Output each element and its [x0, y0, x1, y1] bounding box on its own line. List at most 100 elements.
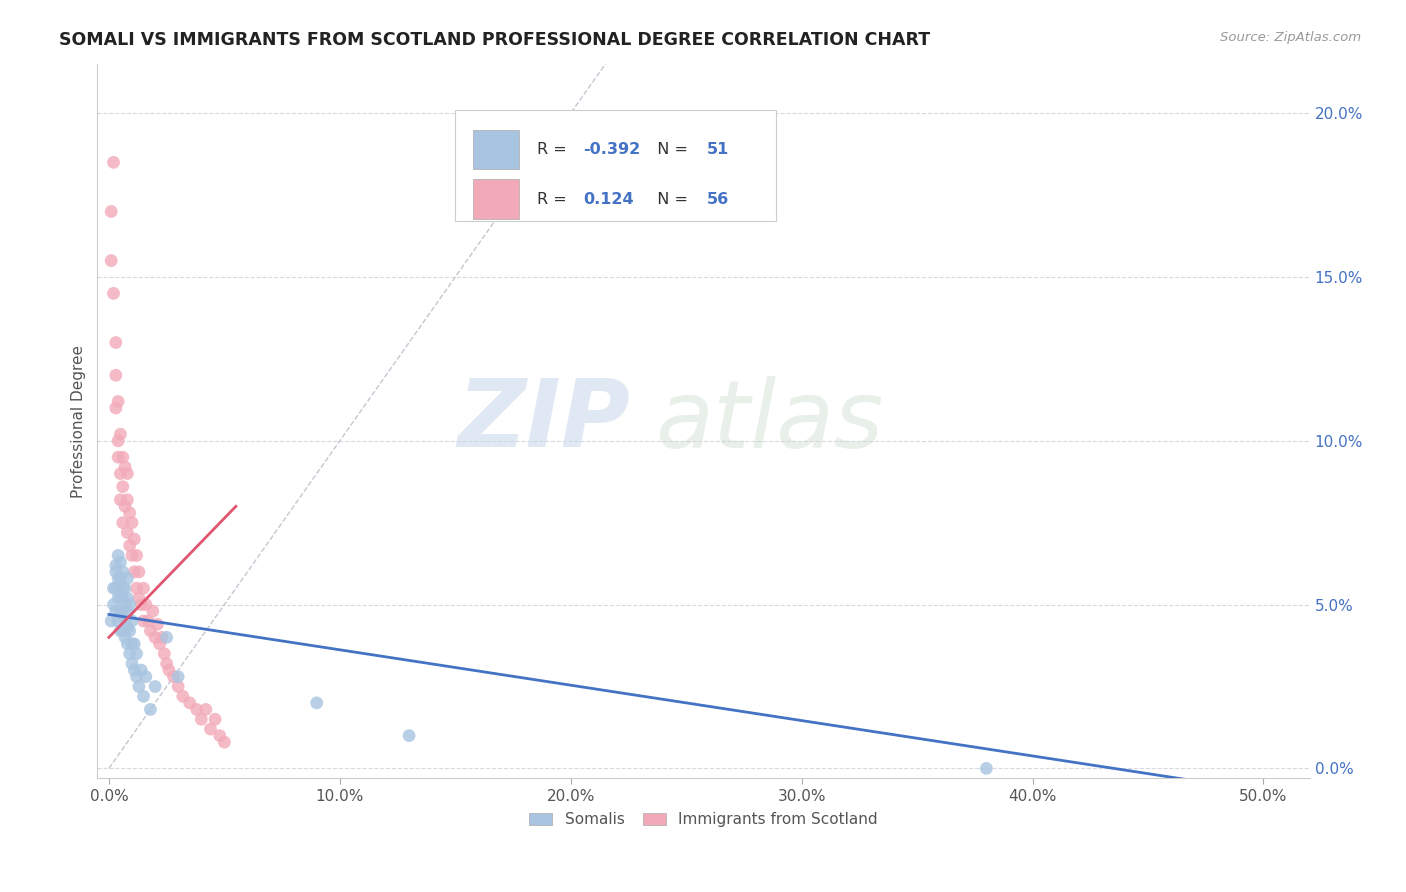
Point	[117, 604, 139, 618]
Point	[157, 663, 180, 677]
Point	[125, 647, 148, 661]
Point	[104, 558, 127, 573]
Point	[132, 581, 155, 595]
Text: atlas: atlas	[655, 376, 883, 467]
Point	[124, 565, 146, 579]
Text: N =: N =	[647, 142, 693, 157]
Point	[104, 604, 127, 618]
Point	[118, 647, 141, 661]
Point	[100, 614, 122, 628]
Text: 56: 56	[707, 192, 730, 207]
Point	[100, 253, 122, 268]
Point	[124, 532, 146, 546]
Point	[103, 155, 125, 169]
Point	[142, 604, 165, 618]
Point	[111, 516, 134, 530]
Point	[117, 591, 139, 605]
Point	[110, 571, 132, 585]
Point	[124, 663, 146, 677]
Point	[111, 591, 134, 605]
Point	[124, 637, 146, 651]
Point	[156, 631, 179, 645]
Point	[117, 525, 139, 540]
Point	[121, 516, 143, 530]
Point	[139, 702, 162, 716]
Point	[104, 401, 127, 415]
Text: Source: ZipAtlas.com: Source: ZipAtlas.com	[1220, 31, 1361, 45]
Point	[117, 467, 139, 481]
Point	[143, 631, 166, 645]
Point	[132, 614, 155, 628]
Point	[121, 549, 143, 563]
Point	[114, 460, 136, 475]
Text: R =: R =	[537, 142, 572, 157]
Point	[121, 614, 143, 628]
Point	[128, 591, 150, 605]
Point	[125, 581, 148, 595]
Text: 0.124: 0.124	[583, 192, 634, 207]
Point	[128, 565, 150, 579]
Point	[186, 702, 208, 716]
Point	[117, 621, 139, 635]
Point	[214, 735, 236, 749]
Point	[111, 581, 134, 595]
Point	[111, 450, 134, 465]
Point	[111, 607, 134, 622]
Point	[136, 614, 159, 628]
Point	[103, 286, 125, 301]
Point	[200, 722, 222, 736]
Point	[104, 565, 127, 579]
Point	[107, 614, 129, 628]
Legend: Somalis, Immigrants from Scotland: Somalis, Immigrants from Scotland	[522, 805, 886, 835]
Point	[117, 492, 139, 507]
Point	[110, 492, 132, 507]
Point	[194, 702, 217, 716]
Point	[129, 663, 152, 677]
Point	[156, 657, 179, 671]
Text: -0.392: -0.392	[583, 142, 641, 157]
Point	[104, 581, 127, 595]
Point	[167, 680, 190, 694]
Point	[107, 591, 129, 605]
Text: R =: R =	[537, 192, 572, 207]
Point	[121, 657, 143, 671]
Text: N =: N =	[647, 192, 693, 207]
Point	[118, 624, 141, 638]
Point	[114, 598, 136, 612]
Text: 51: 51	[707, 142, 730, 157]
Point	[167, 670, 190, 684]
Point	[111, 565, 134, 579]
Text: SOMALI VS IMMIGRANTS FROM SCOTLAND PROFESSIONAL DEGREE CORRELATION CHART: SOMALI VS IMMIGRANTS FROM SCOTLAND PROFE…	[59, 31, 931, 49]
Point	[110, 467, 132, 481]
Point	[976, 761, 998, 775]
Point	[110, 555, 132, 569]
Point	[118, 598, 141, 612]
Point	[107, 549, 129, 563]
Point	[128, 680, 150, 694]
Point	[114, 614, 136, 628]
Point	[125, 549, 148, 563]
Point	[305, 696, 328, 710]
Point	[104, 368, 127, 383]
Point	[117, 637, 139, 651]
Point	[121, 637, 143, 651]
Point	[125, 670, 148, 684]
Y-axis label: Professional Degree: Professional Degree	[72, 344, 86, 498]
Point	[139, 624, 162, 638]
Point	[132, 690, 155, 704]
Point	[104, 335, 127, 350]
Point	[153, 647, 176, 661]
Point	[114, 631, 136, 645]
Point	[103, 581, 125, 595]
Point	[208, 729, 231, 743]
FancyBboxPatch shape	[456, 111, 776, 221]
FancyBboxPatch shape	[474, 179, 519, 219]
Point	[146, 617, 169, 632]
Point	[110, 588, 132, 602]
Point	[107, 450, 129, 465]
Point	[107, 394, 129, 409]
Point	[172, 690, 194, 704]
Point	[118, 506, 141, 520]
Point	[204, 712, 226, 726]
Point	[100, 204, 122, 219]
